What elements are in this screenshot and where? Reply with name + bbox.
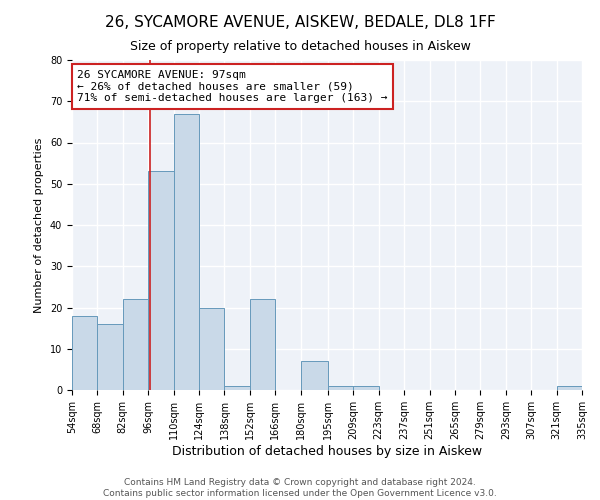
X-axis label: Distribution of detached houses by size in Aiskew: Distribution of detached houses by size … bbox=[172, 444, 482, 458]
Bar bbox=[328, 386, 353, 390]
Bar bbox=[72, 316, 97, 390]
Bar bbox=[224, 386, 250, 390]
Bar bbox=[123, 299, 148, 390]
Bar bbox=[173, 114, 199, 390]
Bar bbox=[557, 386, 582, 390]
Text: 26 SYCAMORE AVENUE: 97sqm
← 26% of detached houses are smaller (59)
71% of semi-: 26 SYCAMORE AVENUE: 97sqm ← 26% of detac… bbox=[77, 70, 388, 103]
Text: Contains HM Land Registry data © Crown copyright and database right 2024.
Contai: Contains HM Land Registry data © Crown c… bbox=[103, 478, 497, 498]
Bar bbox=[250, 299, 275, 390]
Bar bbox=[97, 324, 123, 390]
Bar bbox=[148, 172, 173, 390]
Text: 26, SYCAMORE AVENUE, AISKEW, BEDALE, DL8 1FF: 26, SYCAMORE AVENUE, AISKEW, BEDALE, DL8… bbox=[104, 15, 496, 30]
Bar bbox=[353, 386, 379, 390]
Bar bbox=[301, 361, 328, 390]
Y-axis label: Number of detached properties: Number of detached properties bbox=[34, 138, 44, 312]
Text: Size of property relative to detached houses in Aiskew: Size of property relative to detached ho… bbox=[130, 40, 470, 53]
Bar bbox=[199, 308, 224, 390]
